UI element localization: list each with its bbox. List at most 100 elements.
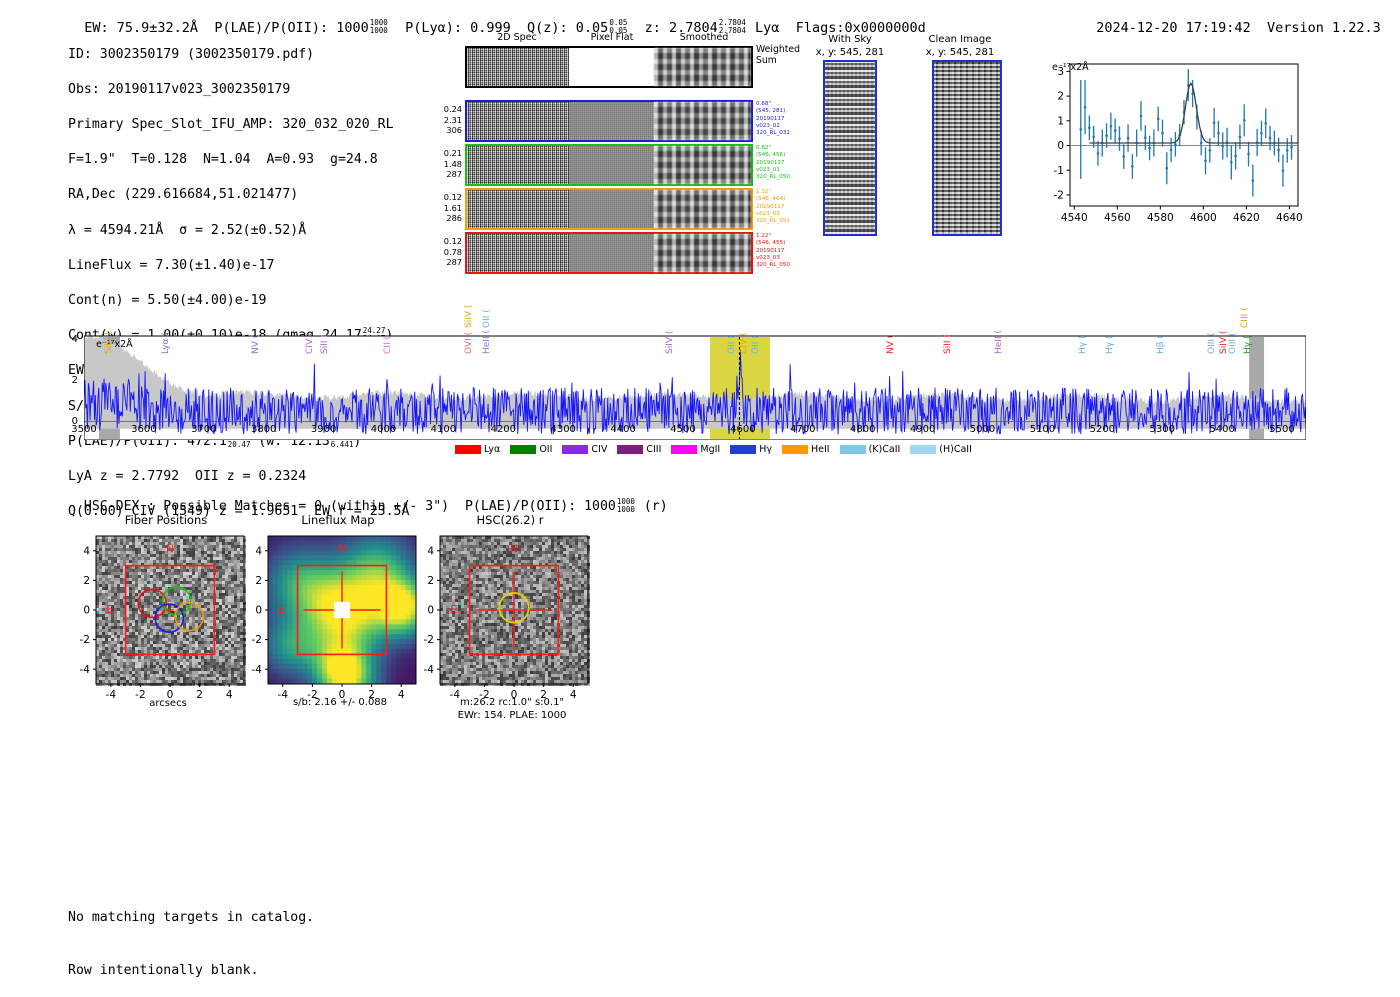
- spec-cell-smoothed: [654, 146, 751, 184]
- zoomplot-flux-unit: e⁻¹⁷x2Å: [1052, 62, 1089, 73]
- legend-label: MgII: [700, 444, 720, 455]
- emission-line-label: Lyα (: [161, 332, 171, 354]
- spectrum-xtick: 4200: [481, 424, 525, 435]
- info-observing-params: F=1.9" T=0.128 N=1.04 A=0.93 g=24.8: [68, 151, 409, 169]
- emission-line-label: CIV (: [739, 333, 749, 354]
- legend-label: HeII: [811, 444, 830, 455]
- emission-line-label: OII (: [727, 335, 737, 354]
- spec-cell-smoothed: [654, 102, 751, 140]
- info-primary-spec: Primary Spec_Slot_IFU_AMP: 320_032_020_R…: [68, 116, 409, 134]
- legend-swatch: [782, 445, 808, 454]
- svg-text:4560: 4560: [1104, 212, 1131, 224]
- svg-text:4540: 4540: [1061, 212, 1088, 224]
- spectrum-xtick: 3700: [182, 424, 226, 435]
- footer-note: No matching targets in catalog. Row inte…: [68, 874, 314, 997]
- emission-line-label: SiIV (: [464, 305, 474, 328]
- spectrum-xtick: 4900: [901, 424, 945, 435]
- legend-label: (H)CaII: [939, 444, 972, 455]
- cutout-image-with-sky: [823, 60, 877, 236]
- svg-text:4: 4: [255, 545, 262, 557]
- spec-cell-pixelflat: [569, 102, 654, 140]
- svg-text:E: E: [278, 603, 285, 616]
- panel-title-fiber-positions: Fiber Positions: [68, 513, 264, 527]
- spectrum-xtick: 4800: [841, 424, 885, 435]
- spec-row-weighted-sum: [465, 46, 753, 88]
- svg-text:2: 2: [83, 575, 90, 587]
- emission-line-label-layer: SiIII (Lyα (NV (CIV (SiII (CII (OVI (SiI…: [84, 276, 1306, 346]
- info-obs: Obs: 20190117v023_3002350179: [68, 81, 409, 99]
- emission-line-label: OVI (: [464, 332, 474, 354]
- emission-line-label: HeII (: [482, 330, 492, 354]
- svg-text:4620: 4620: [1233, 212, 1260, 224]
- emission-line-label: OIII (: [1228, 333, 1238, 354]
- svg-text:E: E: [106, 603, 113, 616]
- legend-label: OII: [539, 444, 552, 455]
- spec-row-fiber-3: [465, 188, 753, 230]
- emission-line-label: Hβ (: [1156, 335, 1166, 354]
- info-id: ID: 3002350179 (3002350179.pdf): [68, 46, 409, 64]
- spectrum-xtick: 4500: [661, 424, 705, 435]
- legend-swatch: [455, 445, 481, 454]
- svg-text:-2: -2: [80, 634, 90, 646]
- legend-label: Hγ: [759, 444, 772, 455]
- svg-text:2: 2: [255, 575, 262, 587]
- emission-line-label: OIII (: [1207, 333, 1217, 354]
- emission-line-label: NV (: [886, 335, 896, 354]
- svg-text:0: 0: [255, 605, 262, 617]
- header-timestamp-version: 2024-12-20 17:19:42 Version 1.22.3: [1080, 4, 1381, 36]
- spectrum-xtick: 3900: [302, 424, 346, 435]
- legend-item: (H)CaII: [910, 444, 972, 455]
- svg-text:4600: 4600: [1190, 212, 1217, 224]
- spectrum-xtick: 5100: [1020, 424, 1064, 435]
- svg-text:-4: -4: [252, 664, 263, 676]
- spec-cell-pixelflat: [569, 190, 654, 228]
- spec-cell-2dspec: [467, 146, 569, 184]
- legend-item: MgII: [671, 444, 720, 455]
- panel-title-lineflux-map: Lineflux Map: [240, 513, 436, 527]
- emission-line-label: Hγ (: [1243, 336, 1253, 354]
- legend-label: Lyα: [484, 444, 500, 455]
- spectrum-xtick: 4400: [601, 424, 645, 435]
- legend-item: CIV: [562, 444, 607, 455]
- emission-line-label: NV (: [251, 335, 261, 354]
- spec-cell-2dspec: [467, 48, 569, 86]
- svg-text:-2: -2: [1054, 189, 1064, 201]
- svg-text:-1: -1: [1054, 165, 1064, 177]
- spec-cell-2dspec: [467, 190, 569, 228]
- legend-swatch: [840, 445, 866, 454]
- spectrum-xtick: 4000: [362, 424, 406, 435]
- spec-cell-pixelflat: [569, 48, 654, 86]
- col-header-2dspec: 2D Spec: [465, 32, 569, 43]
- emission-line-label: SiII (: [943, 334, 953, 354]
- emission-line-label: Hγ (: [1078, 336, 1088, 354]
- spec-cell-pixelflat: [569, 234, 654, 272]
- svg-text:-4: -4: [80, 664, 91, 676]
- emission-line-label: HeII (: [994, 330, 1004, 354]
- emission-line-label: SiIII (: [104, 331, 114, 354]
- spectrum-xtick: 3600: [122, 424, 166, 435]
- legend-item: Lyα: [455, 444, 500, 455]
- col-header-pixelflat: Pixel Flat: [569, 32, 655, 43]
- info-wavelength-sigma: λ = 4594.21Å σ = 2.52(±0.52)Å: [68, 222, 409, 240]
- cutout-image-clean: [932, 60, 1002, 236]
- spec-cell-2dspec: [467, 234, 569, 272]
- hsc-caption: m:26.2 rc:1.0" s:0.1"EWr: 154. PLAE: 100…: [400, 696, 624, 722]
- svg-text:1: 1: [1057, 115, 1064, 127]
- emission-line-label: CIV (: [305, 333, 315, 354]
- legend-label: (K)CaII: [869, 444, 901, 455]
- spectrum-xtick: 4300: [541, 424, 585, 435]
- legend-swatch: [671, 445, 697, 454]
- header-datetime-text: 2024-12-20 17:19:42: [1096, 20, 1250, 36]
- legend-swatch: [730, 445, 756, 454]
- svg-text:N: N: [166, 542, 174, 555]
- spec-row-fiber-1: [465, 100, 753, 142]
